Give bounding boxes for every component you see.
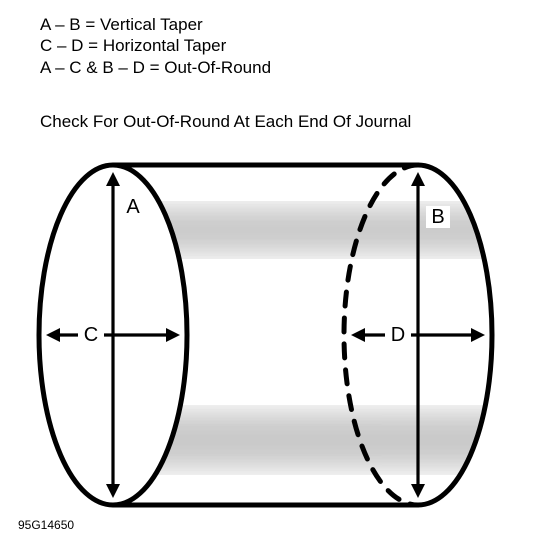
svg-text:A: A <box>126 196 140 218</box>
svg-text:C: C <box>84 324 98 346</box>
svg-text:D: D <box>391 324 405 346</box>
image-id: 95G14650 <box>18 518 74 532</box>
journal-diagram: A C B D <box>18 140 518 530</box>
figure-caption: Check For Out-Of-Round At Each End Of Jo… <box>40 112 411 132</box>
page: A – B = Vertical Taper C – D = Horizonta… <box>0 0 538 554</box>
legend-line-out-of-round: A – C & B – D = Out-Of-Round <box>40 57 271 78</box>
legend-line-vertical-taper: A – B = Vertical Taper <box>40 14 271 35</box>
taper-legend: A – B = Vertical Taper C – D = Horizonta… <box>40 14 271 78</box>
svg-text:B: B <box>431 206 444 228</box>
legend-line-horizontal-taper: C – D = Horizontal Taper <box>40 35 271 56</box>
